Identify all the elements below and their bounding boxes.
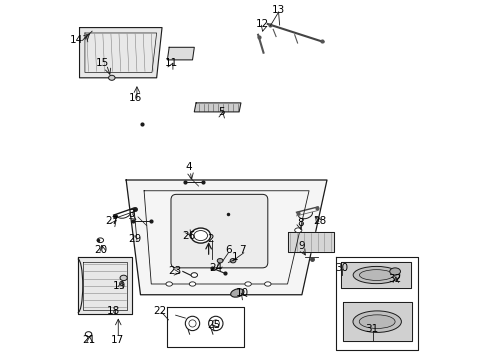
Text: 27: 27	[105, 216, 118, 226]
Ellipse shape	[190, 228, 210, 243]
Ellipse shape	[352, 266, 399, 284]
Text: 29: 29	[128, 234, 142, 244]
Text: 7: 7	[239, 245, 245, 255]
Text: 3: 3	[128, 209, 135, 219]
Text: 28: 28	[312, 216, 326, 226]
Text: 12: 12	[255, 19, 268, 29]
Ellipse shape	[359, 270, 393, 280]
Text: 2: 2	[207, 234, 213, 244]
Text: 9: 9	[298, 241, 305, 251]
Ellipse shape	[230, 289, 244, 297]
Ellipse shape	[264, 282, 270, 286]
Polygon shape	[80, 28, 162, 78]
Text: 20: 20	[94, 245, 107, 255]
Polygon shape	[167, 47, 194, 60]
Ellipse shape	[97, 238, 103, 243]
Ellipse shape	[191, 273, 197, 277]
Ellipse shape	[230, 258, 235, 263]
Polygon shape	[287, 232, 333, 252]
Text: 16: 16	[128, 93, 142, 103]
Text: 21: 21	[81, 334, 95, 345]
Ellipse shape	[244, 282, 251, 286]
Text: 31: 31	[365, 324, 378, 334]
Text: 15: 15	[96, 58, 109, 68]
Polygon shape	[341, 262, 410, 288]
Text: 17: 17	[110, 334, 123, 345]
Ellipse shape	[185, 316, 199, 330]
Ellipse shape	[389, 268, 400, 275]
Ellipse shape	[217, 258, 223, 263]
Polygon shape	[78, 257, 131, 315]
Text: 24: 24	[209, 263, 222, 273]
Ellipse shape	[188, 320, 196, 327]
Ellipse shape	[212, 320, 219, 327]
Text: 30: 30	[334, 263, 347, 273]
Text: 6: 6	[224, 245, 231, 255]
Polygon shape	[126, 180, 326, 295]
Ellipse shape	[359, 315, 394, 328]
Text: 32: 32	[387, 274, 401, 284]
Polygon shape	[194, 103, 241, 112]
Ellipse shape	[194, 230, 207, 240]
Text: 19: 19	[112, 281, 125, 291]
Text: 18: 18	[107, 306, 120, 316]
FancyBboxPatch shape	[171, 194, 267, 268]
Text: 8: 8	[296, 218, 303, 228]
Text: 26: 26	[182, 231, 195, 240]
Ellipse shape	[208, 316, 223, 330]
Text: 25: 25	[207, 320, 220, 330]
Ellipse shape	[189, 282, 195, 286]
Text: 4: 4	[185, 162, 192, 172]
Text: 10: 10	[236, 288, 249, 298]
Ellipse shape	[120, 275, 127, 280]
Ellipse shape	[165, 282, 172, 286]
Ellipse shape	[294, 228, 301, 233]
Text: 23: 23	[167, 266, 181, 276]
Text: 22: 22	[153, 306, 166, 316]
Text: 1: 1	[232, 252, 238, 262]
Ellipse shape	[108, 75, 115, 80]
Text: 14: 14	[69, 35, 82, 45]
Ellipse shape	[352, 311, 401, 332]
Text: 5: 5	[218, 107, 224, 117]
Text: 11: 11	[164, 58, 177, 68]
Text: 13: 13	[271, 5, 285, 15]
Ellipse shape	[85, 332, 92, 337]
Polygon shape	[343, 302, 411, 341]
